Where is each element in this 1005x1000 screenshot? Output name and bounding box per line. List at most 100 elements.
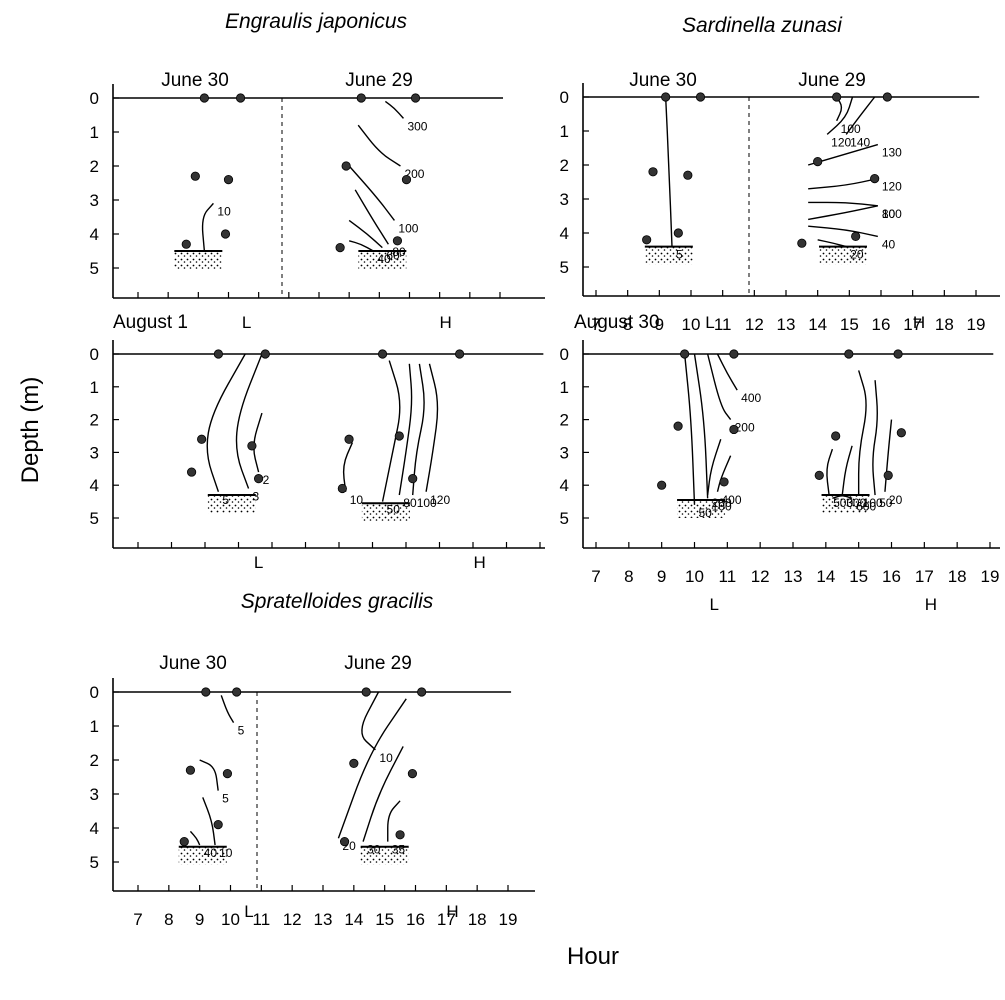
y-tick-label: 0 <box>560 88 569 107</box>
sample-point <box>335 243 345 253</box>
sample-point <box>648 167 658 177</box>
y-tick-label: 1 <box>90 378 99 397</box>
sample-point <box>185 765 196 775</box>
contour-line <box>683 353 696 505</box>
sample-point <box>813 157 823 167</box>
contour-label: 400 <box>721 493 741 507</box>
contour-label: 120 <box>831 135 851 149</box>
sample-point <box>882 92 892 102</box>
sample-point <box>729 424 739 435</box>
x-tick-label: 17 <box>437 910 456 929</box>
contour-label: 300 <box>846 496 866 510</box>
contour-line <box>362 746 404 842</box>
contour-line <box>817 239 847 248</box>
contour-label: 200 <box>735 421 755 435</box>
contour-line <box>857 370 867 496</box>
x-tick-label: 9 <box>655 315 664 334</box>
survey-date-label: August 30 <box>574 312 660 333</box>
x-tick-label: 19 <box>981 567 1000 586</box>
contour-label: 30 <box>367 843 381 857</box>
sample-point <box>337 483 347 494</box>
contour-label: 10 <box>219 846 233 860</box>
contour-line <box>337 698 407 839</box>
contour-line <box>841 445 853 496</box>
survey-date-label: June 29 <box>798 70 866 91</box>
y-tick-label: 5 <box>90 853 99 872</box>
x-tick-label: 17 <box>915 567 934 586</box>
survey-date-label: June 30 <box>159 653 227 674</box>
sample-point <box>883 470 893 480</box>
y-tick-label: 1 <box>560 122 569 141</box>
survey-date-label: June 29 <box>345 70 413 91</box>
sample-point <box>247 441 257 451</box>
contour-line <box>832 495 853 499</box>
sample-point <box>680 349 690 359</box>
contour-line <box>381 360 401 502</box>
contour-line <box>808 177 878 190</box>
sample-point <box>401 175 412 185</box>
tide-mark-H: H <box>440 313 452 332</box>
survey-date-label: August 1 <box>113 312 188 333</box>
species-title: Engraulis japonicus <box>225 10 408 33</box>
x-tick-label: 8 <box>623 315 632 334</box>
contour-line <box>425 363 439 492</box>
contour-label: 80 <box>392 245 406 259</box>
sample-point <box>831 431 841 441</box>
sample-point <box>657 480 667 490</box>
sample-point <box>222 768 233 779</box>
contour-label: 200 <box>712 496 732 510</box>
x-tick-label: 15 <box>375 910 394 929</box>
y-tick-label: 2 <box>90 751 99 770</box>
y-tick-label: 2 <box>560 411 569 430</box>
contour-label: 5 <box>222 493 229 507</box>
y-tick-label: 1 <box>560 378 569 397</box>
y-tick-label: 3 <box>90 443 99 462</box>
contour-line <box>189 830 201 846</box>
contour-label: 120 <box>882 180 902 194</box>
x-axis-title: Hour <box>567 943 619 970</box>
x-tick-label: 7 <box>591 315 600 334</box>
contour-label: 10 <box>217 204 231 218</box>
contour-line <box>808 205 878 221</box>
sample-point <box>395 830 405 840</box>
x-tick-label: 18 <box>948 567 967 586</box>
x-tick-label: 13 <box>784 567 803 586</box>
sample-point <box>673 421 683 431</box>
contour-line <box>706 353 732 421</box>
y-tick-label: 5 <box>560 509 569 528</box>
tide-mark-L: L <box>244 902 253 921</box>
x-tick-label: 17 <box>903 315 922 334</box>
y-tick-label: 0 <box>90 89 99 108</box>
contour-label: 2 <box>263 473 270 487</box>
tide-mark-H: H <box>913 313 925 332</box>
y-tick-label: 3 <box>90 785 99 804</box>
x-tick-label: 9 <box>195 910 204 929</box>
x-tick-label: 10 <box>685 567 704 586</box>
x-tick-label: 13 <box>314 910 333 929</box>
x-tick-label: 8 <box>164 910 173 929</box>
contour-label: 500 <box>833 496 853 510</box>
x-tick-label: 14 <box>808 315 827 334</box>
sample-point <box>417 687 427 697</box>
sample-point <box>814 470 824 480</box>
sample-point <box>729 349 739 359</box>
sample-point <box>695 92 706 102</box>
y-tick-label: 0 <box>90 345 99 364</box>
y-tick-label: 1 <box>90 123 99 142</box>
sample-point <box>201 687 211 697</box>
contour-label: 3 <box>253 489 260 503</box>
contour-label: 140 <box>850 135 870 149</box>
sample-point <box>235 93 246 103</box>
contour-line <box>354 189 389 245</box>
contour-line <box>693 353 709 499</box>
sample-point <box>199 93 209 103</box>
x-tick-label: 11 <box>719 567 737 586</box>
contour-line <box>342 442 354 492</box>
seabed-stipple <box>644 246 693 265</box>
contour-label: 5 <box>676 248 683 262</box>
contour-label: 50 <box>387 503 401 517</box>
contour-label: 10 <box>379 751 393 765</box>
sample-point <box>190 171 200 181</box>
sample-point <box>232 687 242 697</box>
